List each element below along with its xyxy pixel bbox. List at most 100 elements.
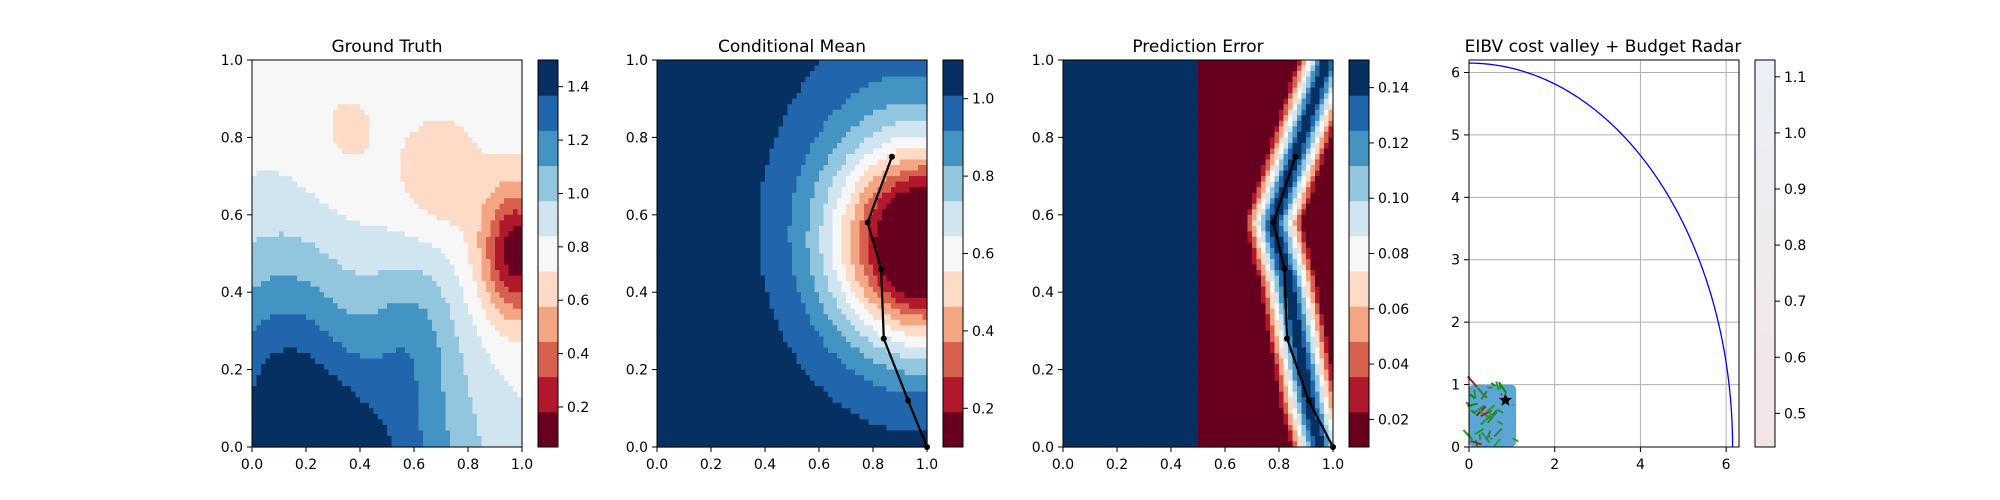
heatmap-cell — [265, 369, 271, 376]
heatmap-cell — [486, 165, 492, 172]
heatmap-cell — [756, 120, 762, 127]
heatmap-cell — [369, 319, 375, 326]
heatmap-cell — [877, 87, 883, 94]
heatmap-cell — [472, 115, 478, 122]
heatmap-cell — [369, 386, 375, 393]
heatmap-cell — [895, 93, 901, 100]
heatmap-cell — [382, 430, 388, 437]
heatmap-cell — [481, 198, 487, 205]
heatmap-cell — [463, 281, 469, 288]
heatmap-cell — [364, 170, 370, 177]
heatmap-cell — [499, 98, 505, 105]
heatmap-cell — [319, 303, 325, 310]
heatmap-cell — [729, 120, 735, 127]
heatmap-cell — [292, 159, 298, 166]
heatmap-cell — [679, 65, 685, 72]
heatmap-cell — [499, 60, 505, 67]
heatmap-cell — [715, 115, 721, 122]
heatmap-cell — [418, 236, 424, 244]
heatmap-cell — [324, 115, 330, 122]
heatmap-cell — [346, 148, 352, 155]
heatmap-cell — [355, 98, 361, 105]
heatmap-cell — [472, 247, 478, 255]
heatmap-cell — [292, 259, 298, 266]
heatmap-cell — [369, 336, 375, 343]
heatmap-cell — [301, 131, 307, 138]
heatmap-cell — [801, 60, 807, 67]
heatmap-cell — [706, 109, 712, 116]
heatmap-cell — [319, 131, 325, 138]
heatmap-cell — [697, 126, 703, 133]
heatmap-cell — [864, 65, 870, 72]
heatmap-cell — [517, 319, 523, 326]
heatmap-cell — [445, 341, 451, 349]
heatmap-cell — [391, 430, 397, 437]
heatmap-cell — [508, 424, 514, 432]
heatmap-cell — [504, 176, 510, 183]
heatmap-cell — [423, 142, 429, 150]
heatmap-cell — [499, 314, 505, 321]
heatmap-cell — [333, 209, 339, 216]
heatmap-cell — [477, 170, 483, 177]
heatmap-cell — [877, 60, 883, 67]
heatmap-cell — [445, 375, 451, 382]
heatmap-cell — [436, 242, 442, 249]
heatmap-cell — [355, 109, 361, 116]
heatmap-cell — [324, 187, 330, 194]
heatmap-cell — [342, 419, 348, 426]
heatmap-cell — [418, 430, 424, 437]
heatmap-cell — [261, 270, 267, 277]
heatmap-cell — [256, 214, 262, 221]
heatmap-cell — [265, 264, 271, 271]
heatmap-cell — [391, 441, 397, 448]
heatmap-cell — [288, 319, 294, 326]
heatmap-cell — [882, 104, 888, 111]
heatmap-cell — [333, 198, 339, 205]
ground-truth-heatmap — [252, 60, 523, 448]
heatmap-cell — [486, 131, 492, 138]
heatmap-cell — [391, 281, 397, 288]
heatmap-cell — [454, 198, 460, 205]
heatmap-cell — [292, 214, 298, 221]
heatmap-cell — [274, 131, 280, 138]
heatmap-cell — [481, 281, 487, 288]
heatmap-cell — [391, 314, 397, 321]
heatmap-cell — [360, 131, 366, 138]
heatmap-cell — [486, 170, 492, 177]
heatmap-cell — [432, 247, 438, 255]
heatmap-cell — [495, 336, 501, 343]
heatmap-cell — [265, 93, 271, 100]
heatmap-cell — [297, 120, 303, 127]
heatmap-cell — [702, 93, 708, 100]
heatmap-cell — [405, 231, 411, 238]
heatmap-cell — [405, 192, 411, 199]
heatmap-cell — [427, 270, 433, 277]
heatmap-cell — [675, 126, 681, 133]
heatmap-cell — [468, 165, 474, 172]
heatmap-cell — [450, 142, 456, 150]
heatmap-cell — [391, 76, 397, 83]
heatmap-cell — [256, 104, 262, 111]
heatmap-cell — [490, 126, 496, 133]
heatmap-cell — [666, 126, 672, 133]
heatmap-cell — [324, 82, 330, 89]
heatmap-cell — [369, 165, 375, 172]
heatmap-cell — [432, 187, 438, 194]
heatmap-cell — [369, 259, 375, 266]
heatmap-cell — [378, 65, 384, 72]
heatmap-cell — [355, 314, 361, 321]
heatmap-cell — [378, 308, 384, 315]
heatmap-cell — [445, 198, 451, 205]
heatmap-cell — [454, 220, 460, 227]
heatmap-cell — [319, 104, 325, 111]
heatmap-cell — [423, 181, 429, 188]
heatmap-cell — [310, 441, 316, 448]
heatmap-cell — [886, 82, 892, 89]
heatmap-cell — [306, 353, 312, 360]
heatmap-cell — [292, 247, 298, 255]
heatmap-cell — [414, 98, 420, 105]
heatmap-cell — [364, 413, 370, 420]
heatmap-cell — [891, 93, 897, 100]
heatmap-cell — [715, 71, 721, 78]
heatmap-cell — [850, 104, 856, 111]
